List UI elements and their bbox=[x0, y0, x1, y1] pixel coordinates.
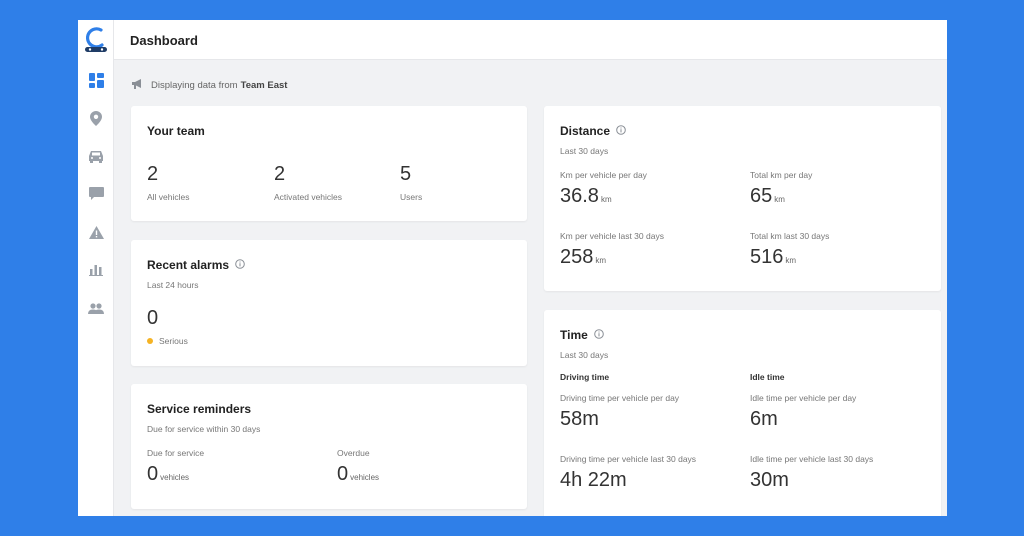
card-title-text: Distance bbox=[560, 124, 611, 138]
stat-value: 516 km bbox=[750, 246, 796, 269]
team-banner: Displaying data from Team East bbox=[132, 79, 287, 92]
stat-value: 36.8 km bbox=[560, 185, 612, 208]
card-title-text: Time bbox=[560, 328, 588, 342]
stat-label: Idle time per vehicle per day bbox=[750, 393, 857, 403]
car-icon bbox=[89, 150, 103, 163]
card-title: Distance bbox=[560, 124, 626, 138]
megaphone-icon bbox=[132, 79, 143, 92]
page-title: Dashboard bbox=[130, 33, 198, 48]
idle-time-heading: Idle time bbox=[750, 372, 785, 382]
sidebar-item-vehicles[interactable] bbox=[87, 147, 105, 165]
stat-label-activated-vehicles: Activated vehicles bbox=[274, 192, 343, 202]
alarms-card: Recent alarms Last 24 hours 0 Serious bbox=[131, 240, 527, 366]
serious-legend-dot bbox=[147, 338, 153, 344]
banner-text: Displaying data from bbox=[151, 80, 238, 91]
chat-icon bbox=[88, 187, 104, 200]
stat-label: Km per vehicle last 30 days bbox=[560, 231, 664, 241]
sidebar-item-reports[interactable] bbox=[87, 261, 105, 279]
serious-legend-label: Serious bbox=[159, 336, 188, 346]
stat-label-all-vehicles: All vehicles bbox=[147, 192, 190, 202]
alarm-count: 0 bbox=[147, 307, 159, 329]
card-subtitle: Last 30 days bbox=[560, 350, 609, 360]
stat-label: Driving time per vehicle last 30 days bbox=[560, 454, 697, 464]
stat-unit: km bbox=[595, 256, 607, 265]
stat-unit: km bbox=[600, 195, 612, 204]
top-bar: Dashboard bbox=[114, 20, 947, 60]
card-title: Service reminders bbox=[147, 402, 252, 416]
sidebar-item-dashboard[interactable] bbox=[87, 71, 105, 89]
info-icon[interactable] bbox=[593, 328, 604, 342]
card-title: Time bbox=[560, 328, 604, 342]
banner-team-name: Team East bbox=[240, 80, 288, 91]
sidebar-item-messages[interactable] bbox=[87, 185, 105, 203]
stat-value: 65 km bbox=[750, 185, 785, 208]
distance-card: Distance Last 30 days Km per vehicle per… bbox=[544, 106, 941, 291]
stat-number: 516 bbox=[750, 246, 784, 268]
stat-unit: km bbox=[774, 195, 785, 204]
due-label: Due for service bbox=[147, 448, 205, 458]
overdue-number: 0 bbox=[337, 463, 349, 485]
overdue-unit: vehicles bbox=[350, 473, 380, 482]
stat-label: Idle time per vehicle last 30 days bbox=[750, 454, 874, 464]
users-icon bbox=[88, 302, 104, 314]
stat-value: 258 km bbox=[560, 246, 606, 269]
info-icon[interactable] bbox=[616, 124, 626, 138]
stat-value: 58m bbox=[560, 408, 599, 430]
warning-icon bbox=[88, 225, 104, 239]
sidebar-item-users[interactable] bbox=[87, 299, 105, 317]
stat-label: Total km last 30 days bbox=[750, 231, 830, 241]
card-subtitle: Last 24 hours bbox=[147, 280, 199, 290]
team-card: Your team 2 All vehicles 2 Activated veh… bbox=[131, 106, 527, 221]
stat-label: Km per vehicle per day bbox=[560, 170, 647, 180]
stat-label: Driving time per vehicle per day bbox=[560, 393, 680, 403]
service-card: Service reminders Due for service within… bbox=[131, 384, 527, 509]
dashboard-icon bbox=[88, 72, 104, 88]
driving-time-heading: Driving time bbox=[560, 372, 610, 382]
stat-value-all-vehicles: 2 bbox=[147, 163, 159, 185]
sidebar-item-locations[interactable] bbox=[87, 109, 105, 127]
dashboard-content: Displaying data from Team East Your team… bbox=[114, 61, 947, 516]
stat-number: 65 bbox=[750, 185, 773, 207]
stat-number: 36.8 bbox=[560, 185, 599, 207]
bar-chart-icon bbox=[89, 265, 103, 276]
time-card: Time Last 30 days Driving time Idle time… bbox=[544, 310, 941, 516]
card-subtitle: Last 30 days bbox=[560, 146, 609, 156]
logo-icon[interactable] bbox=[83, 26, 109, 54]
due-number: 0 bbox=[147, 463, 159, 485]
stat-value-activated-vehicles: 2 bbox=[274, 163, 286, 185]
due-unit: vehicles bbox=[160, 473, 190, 482]
card-title: Your team bbox=[147, 124, 205, 138]
stat-label-users: Users bbox=[400, 192, 423, 202]
app-window: Dashboard Displaying data from Team East… bbox=[78, 20, 947, 516]
stat-unit: km bbox=[785, 256, 797, 265]
stat-value-users: 5 bbox=[400, 163, 412, 185]
overdue-value: 0 vehicles bbox=[337, 463, 379, 486]
card-subtitle: Due for service within 30 days bbox=[147, 424, 261, 434]
card-title-text: Recent alarms bbox=[147, 258, 230, 272]
stat-value: 30m bbox=[750, 469, 789, 491]
sidebar bbox=[78, 20, 114, 516]
stat-label: Total km per day bbox=[750, 170, 813, 180]
stat-number: 258 bbox=[560, 246, 594, 268]
overdue-label: Overdue bbox=[337, 448, 370, 458]
card-title: Recent alarms bbox=[147, 258, 245, 272]
stat-value: 6m bbox=[750, 408, 778, 430]
sidebar-item-alarms[interactable] bbox=[87, 223, 105, 241]
stat-value: 4h 22m bbox=[560, 469, 627, 491]
info-icon[interactable] bbox=[235, 258, 245, 272]
location-pin-icon bbox=[90, 110, 102, 126]
due-value: 0 vehicles bbox=[147, 463, 189, 486]
